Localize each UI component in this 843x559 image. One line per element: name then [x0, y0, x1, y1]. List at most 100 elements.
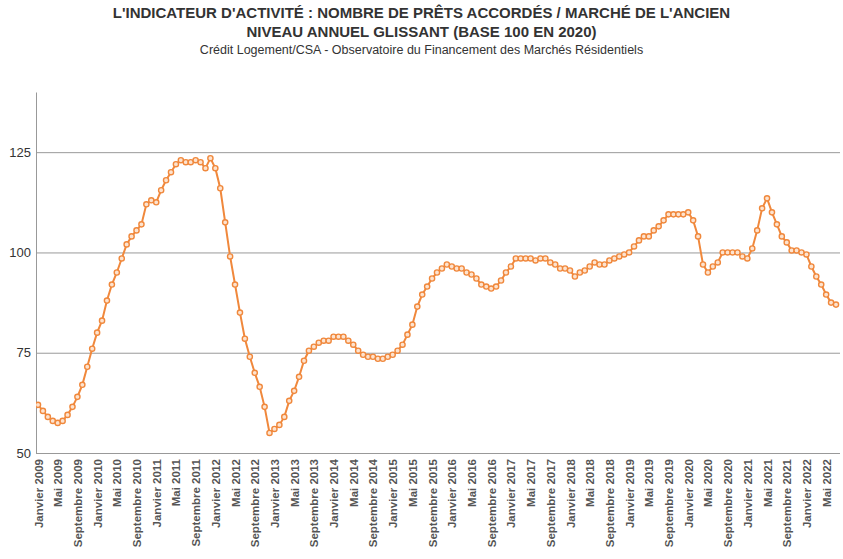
x-tick: Septembre 2012	[249, 453, 261, 547]
x-tick-label: Septembre 2015	[427, 458, 439, 547]
x-tick: Janvier 2010	[92, 453, 104, 528]
data-point	[114, 270, 119, 275]
x-axis-line	[39, 453, 837, 454]
x-tick-label: Mai 2020	[702, 459, 714, 507]
x-tick-label: Mai 2019	[643, 459, 655, 507]
x-tick: Septembre 2018	[604, 453, 616, 547]
y-tick-label: 125	[9, 145, 31, 160]
data-point	[213, 166, 218, 171]
data-point	[134, 228, 139, 233]
x-tick-label: Mai 2018	[584, 458, 596, 507]
data-point	[661, 218, 666, 223]
data-point	[60, 418, 65, 423]
x-tick-label: Mai 2012	[230, 459, 242, 507]
data-point	[272, 426, 277, 431]
data-point	[636, 238, 641, 243]
data-point	[218, 186, 223, 191]
data-point	[405, 332, 410, 337]
data-point	[99, 318, 104, 323]
data-point	[764, 196, 769, 201]
x-tick: Septembre 2013	[308, 453, 320, 547]
data-point	[104, 298, 109, 303]
x-tick-label: Janvier 2014	[328, 458, 340, 528]
y-axis-line	[36, 93, 37, 454]
data-point	[602, 262, 607, 267]
grid-line	[36, 453, 840, 454]
x-tick: Septembre 2011	[190, 453, 202, 547]
data-point	[247, 354, 252, 359]
data-point	[346, 338, 351, 343]
data-point	[237, 310, 242, 315]
data-point	[257, 384, 262, 389]
y-tick-label: 50	[17, 446, 31, 461]
data-point	[232, 282, 237, 287]
y-tick: 75	[17, 345, 840, 360]
data-point	[750, 246, 755, 251]
data-point	[543, 256, 548, 261]
y-tick: 100	[9, 245, 840, 260]
data-point	[223, 220, 228, 225]
x-tick-label: Janvier 2020	[683, 459, 695, 528]
data-point	[819, 282, 824, 287]
x-tick: Mai 2009	[52, 453, 64, 507]
y-tick-label: 100	[9, 245, 31, 260]
x-tick: Mai 2017	[525, 453, 537, 507]
data-point	[45, 414, 50, 419]
data-point	[582, 268, 587, 273]
data-point	[410, 322, 415, 327]
x-tick-label: Janvier 2010	[92, 459, 104, 528]
data-point	[779, 234, 784, 239]
data-point	[400, 342, 405, 347]
x-tick-label: Janvier 2017	[505, 459, 517, 528]
x-tick: Mai 2016	[466, 453, 478, 507]
x-tick-label: Janvier 2021	[742, 458, 754, 528]
data-point	[651, 228, 656, 233]
x-tick: Septembre 2016	[486, 453, 498, 547]
data-point	[508, 264, 513, 269]
x-tick-label: Janvier 2013	[269, 459, 281, 528]
x-tick-label: Septembre 2010	[131, 459, 143, 547]
data-point	[809, 264, 814, 269]
chart-title: L'INDICATEUR D'ACTIVITÉ : NOMBRE DE PRÊT…	[113, 4, 730, 21]
data-point	[242, 336, 247, 341]
y-tick: 125	[9, 145, 840, 160]
x-tick: Mai 2018	[584, 453, 596, 507]
data-point	[208, 156, 213, 161]
x-tick: Septembre 2015	[427, 453, 439, 547]
x-tick: Septembre 2021	[781, 453, 793, 547]
data-point	[469, 272, 474, 277]
x-tick: Janvier 2013	[269, 453, 281, 528]
x-tick: Janvier 2012	[210, 453, 222, 528]
x-tick-label: Septembre 2019	[663, 459, 675, 547]
data-point	[587, 264, 592, 269]
x-axis: Janvier 2009Mai 2009Septembre 2009Janvie…	[33, 453, 837, 547]
x-tick: Janvier 2021	[742, 453, 754, 528]
data-point	[804, 252, 809, 257]
x-tick: Mai 2012	[230, 453, 242, 507]
x-tick-label: Janvier 2022	[801, 459, 813, 528]
data-point	[503, 270, 508, 275]
data-point	[173, 162, 178, 167]
x-tick: Mai 2022	[821, 453, 833, 507]
x-tick-label: Mai 2016	[466, 459, 478, 507]
x-tick-label: Septembre 2012	[249, 459, 261, 547]
data-point	[65, 412, 70, 417]
x-tick-label: Septembre 2017	[545, 459, 557, 547]
data-point	[36, 402, 41, 407]
x-tick: Mai 2019	[643, 453, 655, 507]
x-tick-label: Septembre 2009	[72, 459, 84, 547]
data-point	[282, 414, 287, 419]
data-point	[139, 222, 144, 227]
x-tick-label: Mai 2022	[821, 459, 833, 507]
data-point	[498, 278, 503, 283]
data-point	[429, 276, 434, 281]
data-point	[267, 430, 272, 435]
x-tick: Janvier 2015	[387, 453, 399, 528]
data-point	[203, 166, 208, 171]
data-point	[351, 342, 356, 347]
x-tick: Janvier 2022	[801, 453, 813, 528]
data-point	[814, 274, 819, 279]
x-tick-label: Mai 2021	[762, 458, 774, 507]
data-point	[109, 282, 114, 287]
x-tick-label: Septembre 2016	[486, 459, 498, 547]
